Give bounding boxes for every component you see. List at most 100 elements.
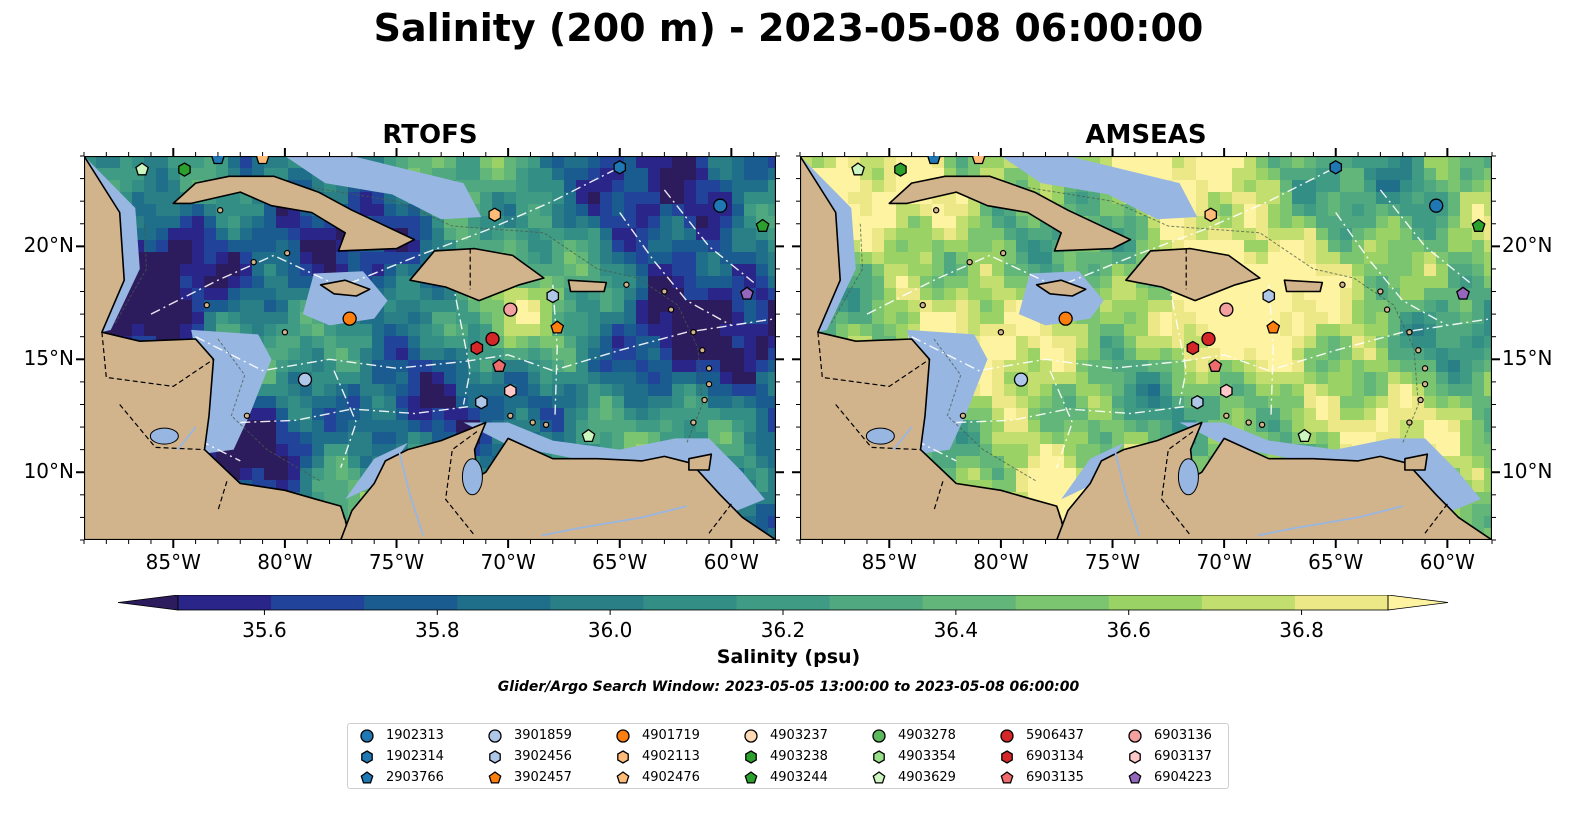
float-marker-2903766[interactable]	[211, 156, 225, 165]
map-panel-rtofs	[84, 156, 776, 540]
legend-label: 6904223	[1154, 770, 1212, 785]
legend-item: 4903629	[870, 767, 956, 788]
float-marker-6903136[interactable]	[503, 302, 518, 317]
float-marker-6903134[interactable]	[470, 340, 484, 356]
legend-item: 4901719	[614, 725, 700, 746]
legend-label: 3902457	[514, 770, 572, 785]
hexagon-marker-icon	[873, 749, 885, 764]
legend-item: 6903135	[998, 767, 1084, 788]
hexagon-marker-icon	[617, 749, 629, 764]
map-panel-amseas	[800, 156, 1492, 540]
float-marker-4901719[interactable]	[1058, 311, 1073, 326]
float-marker-3901859[interactable]	[297, 372, 313, 387]
pentagon-marker-icon	[488, 770, 502, 784]
lon-tick-label: 60°W	[1419, 550, 1475, 574]
lat-tick-label-left: 15°N	[23, 346, 74, 371]
hexagon-marker-icon	[361, 749, 373, 764]
float-marker-3902457[interactable]	[550, 320, 565, 334]
legend-label: 6903136	[1154, 728, 1212, 743]
float-marker-4901719[interactable]	[342, 311, 357, 326]
float-marker-3902456[interactable]	[1262, 288, 1276, 304]
float-marker-1902313[interactable]	[713, 198, 728, 213]
legend-label: 4903237	[770, 728, 828, 743]
legend-item: 6903136	[1126, 725, 1212, 746]
pentagon-marker-icon	[616, 770, 630, 784]
legend-item: 2903766	[358, 767, 444, 788]
legend-label: 1902314	[386, 749, 444, 764]
float-marker-6903135[interactable]	[1208, 358, 1223, 372]
float-marker-1902314[interactable]	[613, 160, 627, 175]
float-marker-xg2[interactable]	[1297, 428, 1312, 443]
pentagon-marker-icon	[1128, 770, 1142, 784]
lon-tick-label: 70°W	[1196, 550, 1252, 574]
float-marker-6903135[interactable]	[492, 358, 507, 372]
float-marker-6903136[interactable]	[1219, 302, 1234, 317]
circle-marker-icon	[872, 728, 886, 743]
pentagon-marker-icon	[744, 770, 758, 784]
legend-item: 5906437	[998, 725, 1084, 746]
legend-label: 2903766	[386, 770, 444, 785]
float-marker-4903238[interactable]	[178, 162, 191, 177]
legend-item: 6904223	[1126, 767, 1212, 788]
legend-label: 4901719	[642, 728, 700, 743]
float-marker-6903137[interactable]	[1220, 383, 1233, 399]
legend-item: 1902314	[358, 746, 444, 767]
circle-marker-icon	[488, 728, 502, 743]
float-marker-4902113[interactable]	[488, 207, 502, 222]
legend-item: 3902457	[486, 767, 572, 788]
legend-item: 4903244	[742, 767, 828, 788]
float-marker-4903238[interactable]	[894, 162, 907, 177]
float-marker-4902476[interactable]	[255, 156, 270, 165]
legend-label: 4903238	[770, 749, 828, 764]
panel-title-amseas: AMSEAS	[1085, 120, 1207, 150]
float-marker-5906437[interactable]	[1201, 331, 1216, 347]
float-marker-4902113[interactable]	[1204, 207, 1218, 222]
legend-label: 3901859	[514, 728, 572, 743]
circle-marker-icon	[616, 728, 630, 743]
circle-marker-icon	[744, 728, 758, 743]
lon-tick-label: 80°W	[257, 550, 313, 574]
float-marker-1902313[interactable]	[1429, 198, 1444, 213]
circle-marker-icon	[360, 728, 374, 743]
float-marker-2903766[interactable]	[927, 156, 941, 165]
colorbar-tick-label: 36.6	[1106, 618, 1151, 642]
legend-item: 4902476	[614, 767, 700, 788]
hexagon-marker-icon	[1129, 749, 1141, 764]
float-marker-4903244[interactable]	[1471, 218, 1486, 232]
search-window-note: Glider/Argo Search Window: 2023-05-05 13…	[497, 679, 1080, 695]
lon-tick-label: 85°W	[861, 550, 917, 574]
colorbar-tick-label: 35.8	[415, 618, 460, 642]
float-marker-4903244[interactable]	[755, 218, 770, 232]
float-marker-xg1[interactable]	[475, 394, 488, 410]
float-marker-1902314[interactable]	[1329, 160, 1343, 175]
float-marker-xg2[interactable]	[581, 428, 596, 443]
lon-tick-label: 75°W	[368, 550, 425, 574]
legend-label: 6903137	[1154, 749, 1212, 764]
legend-label: 3902456	[514, 749, 572, 764]
legend-item: 4903278	[870, 725, 956, 746]
float-marker-4903629[interactable]	[135, 162, 149, 176]
legend-item: 6903134	[998, 746, 1084, 767]
float-marker-5906437[interactable]	[485, 331, 500, 347]
colorbar: 35.6 35.8 36.0 36.2 36.4 36.6 36.8	[118, 595, 1449, 642]
float-marker-3902457[interactable]	[1266, 320, 1281, 334]
float-marker-3901859[interactable]	[1013, 372, 1029, 387]
float-marker-xg1[interactable]	[1191, 394, 1204, 410]
float-marker-6904223[interactable]	[740, 286, 754, 300]
colorbar-tick-label: 36.8	[1279, 618, 1324, 642]
legend-label: 4903354	[898, 749, 956, 764]
float-marker-6904223[interactable]	[1456, 286, 1470, 300]
legend-label: 4903629	[898, 770, 956, 785]
legend-label: 6903134	[1026, 749, 1084, 764]
colorbar-tick-label: 36.0	[588, 618, 633, 642]
hexagon-marker-icon	[489, 749, 501, 764]
float-marker-6903137[interactable]	[504, 383, 517, 399]
legend-label: 6903135	[1026, 770, 1084, 785]
pentagon-marker-icon	[872, 770, 886, 784]
float-marker-4903629[interactable]	[851, 162, 865, 176]
legend-item: 6903137	[1126, 746, 1212, 767]
float-marker-4902476[interactable]	[971, 156, 986, 165]
lon-tick-label: 80°W	[973, 550, 1029, 574]
float-marker-3902456[interactable]	[546, 288, 560, 304]
float-marker-6903134[interactable]	[1186, 340, 1200, 356]
